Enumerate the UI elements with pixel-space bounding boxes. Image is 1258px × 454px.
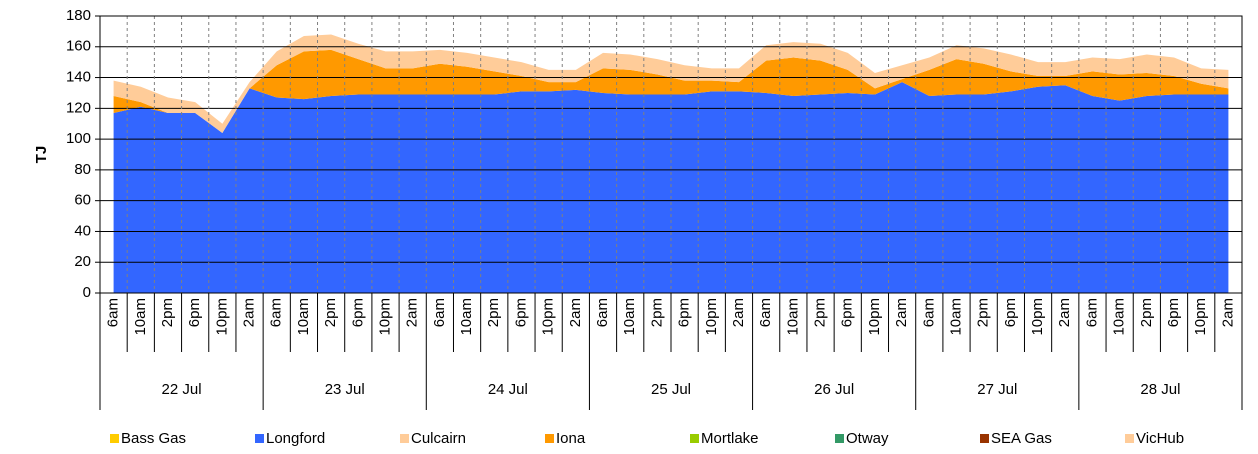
x-tick-label: 6am (757, 298, 774, 327)
x-tick-label: 10pm (540, 298, 557, 336)
x-tick-label: 2pm (159, 298, 176, 327)
x-group-label: 26 Jul (814, 381, 854, 398)
legend-label: Culcairn (411, 430, 466, 447)
x-tick-label: 2am (404, 298, 421, 327)
x-tick-label: 10pm (866, 298, 883, 336)
x-tick-label: 10am (1111, 298, 1128, 336)
x-tick-label: 2pm (812, 298, 829, 327)
x-tick-label: 10pm (213, 298, 230, 336)
x-tick-label: 10am (295, 298, 312, 336)
x-tick-label: 2pm (1138, 298, 1155, 327)
legend-swatch (545, 434, 554, 443)
x-tick-label: 10am (947, 298, 964, 336)
x-group-label: 28 Jul (1140, 381, 1180, 398)
y-tick-label: 140 (66, 69, 91, 86)
x-tick-label: 6pm (1165, 298, 1182, 327)
x-tick-label: 10pm (1029, 298, 1046, 336)
legend-swatch (400, 434, 409, 443)
y-axis-label: TJ (33, 146, 50, 164)
x-group-label: 24 Jul (488, 381, 528, 398)
x-tick-label: 10pm (376, 298, 393, 336)
x-tick-label: 6am (268, 298, 285, 327)
legend-swatch (110, 434, 119, 443)
area (113, 34, 1229, 133)
x-tick-label: 6pm (1002, 298, 1019, 327)
y-tick-label: 20 (74, 253, 91, 270)
x-tick-label: 6am (105, 298, 122, 327)
legend-label: VicHub (1136, 430, 1184, 447)
legend-swatch (980, 434, 989, 443)
legend-swatch (690, 434, 699, 443)
y-tick-label: 80 (74, 161, 91, 178)
x-tick-label: 2pm (322, 298, 339, 327)
x-tick-label: 10am (784, 298, 801, 336)
x-tick-label: 6pm (676, 298, 693, 327)
legend-swatch (255, 434, 264, 443)
x-tick-label: 2am (730, 298, 747, 327)
x-tick-label: 2am (893, 298, 910, 327)
x-tick-label: 2am (1056, 298, 1073, 327)
y-tick-label: 100 (66, 130, 91, 147)
x-tick-label: 2pm (485, 298, 502, 327)
x-tick-label: 6pm (839, 298, 856, 327)
area (113, 82, 1229, 293)
x-group-label: 25 Jul (651, 381, 691, 398)
x-tick-label: 2pm (975, 298, 992, 327)
legend-swatch (835, 434, 844, 443)
y-tick-label: 160 (66, 38, 91, 55)
legend-label: Otway (846, 430, 889, 447)
x-tick-label: 2am (241, 298, 258, 327)
legend-swatch (1125, 434, 1134, 443)
x-group-label: 23 Jul (325, 381, 365, 398)
y-tick-label: 40 (74, 222, 91, 239)
x-tick-label: 2am (1219, 298, 1236, 327)
legend-label: Longford (266, 430, 325, 447)
legend-label: Iona (556, 430, 586, 447)
x-tick-label: 10am (132, 298, 149, 336)
x-tick-label: 10am (621, 298, 638, 336)
x-tick-label: 6pm (349, 298, 366, 327)
x-tick-label: 6am (594, 298, 611, 327)
x-group-label: 22 Jul (162, 381, 202, 398)
x-tick-label: 2pm (648, 298, 665, 327)
area (113, 49, 1229, 133)
x-tick-label: 6pm (186, 298, 203, 327)
x-tick-label: 6pm (512, 298, 529, 327)
x-tick-label: 10pm (703, 298, 720, 336)
y-tick-label: 120 (66, 99, 91, 116)
legend-label: Bass Gas (121, 430, 186, 447)
y-tick-label: 0 (83, 284, 91, 301)
x-tick-label: 6am (920, 298, 937, 327)
x-tick-label: 2am (567, 298, 584, 327)
legend-label: SEA Gas (991, 430, 1052, 447)
y-tick-label: 180 (66, 7, 91, 24)
y-tick-label: 60 (74, 192, 91, 209)
x-tick-label: 10pm (1192, 298, 1209, 336)
legend-label: Mortlake (701, 430, 759, 447)
x-tick-label: 6am (1083, 298, 1100, 327)
x-group-label: 27 Jul (977, 381, 1017, 398)
x-tick-label: 6am (431, 298, 448, 327)
x-tick-label: 10am (458, 298, 475, 336)
